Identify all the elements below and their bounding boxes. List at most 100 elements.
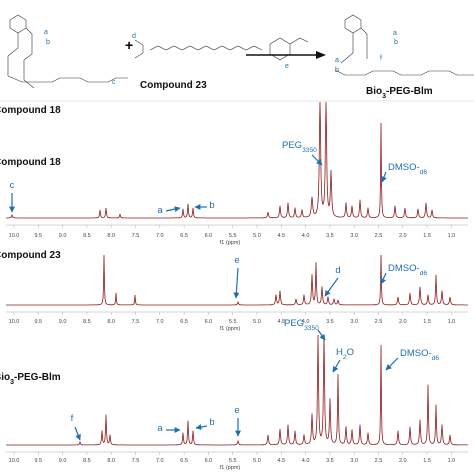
tick-label: 8.0 xyxy=(107,458,115,464)
compound-label-main: Compound 18 xyxy=(0,105,61,116)
tick-label: 1.0 xyxy=(448,458,456,464)
tick-label: 2.5 xyxy=(375,319,383,325)
tick-label: 8.0 xyxy=(107,233,115,239)
tick-label: 3.5 xyxy=(326,458,334,464)
panel-title-sub: 3 xyxy=(10,379,14,386)
compound-label-main: Compound 23 xyxy=(140,80,207,91)
atom-label: a xyxy=(44,29,48,36)
tick-label: 2.5 xyxy=(375,233,383,239)
annotation-arrow xyxy=(165,206,181,213)
annotation: DMSO-d6 xyxy=(400,348,439,362)
compound-label-sub: 3 xyxy=(382,93,386,100)
annotation-arrow xyxy=(380,272,387,285)
tick-label: 7.5 xyxy=(132,319,140,325)
annotation-sub: 2 xyxy=(343,354,347,361)
annotation: b xyxy=(209,417,214,428)
annotation-sub: 3350 xyxy=(304,325,319,332)
tick-label: 2.0 xyxy=(399,458,407,464)
annotation-main: DMSO- xyxy=(388,162,420,173)
panel-title-rest: -PEG-Blm xyxy=(14,372,61,383)
tick-label: 4.5 xyxy=(277,233,285,239)
tick-label: 6.5 xyxy=(180,233,188,239)
annotation: a xyxy=(157,205,163,216)
tick-label: 4.0 xyxy=(302,458,310,464)
tick-label: 9.0 xyxy=(59,458,67,464)
annotation-main: H xyxy=(336,347,343,358)
tick-label: 1.0 xyxy=(448,319,456,325)
annotation-rest: O xyxy=(347,347,354,358)
tick-label: 1.0 xyxy=(448,233,456,239)
annotation-arrow xyxy=(195,424,208,430)
annotation-main: c xyxy=(10,180,15,191)
tick-label: 9.5 xyxy=(34,458,42,464)
spectrum xyxy=(6,334,468,446)
reaction-arrowhead xyxy=(316,51,326,59)
tick-label: 8.5 xyxy=(83,458,91,464)
atom-label: b xyxy=(394,39,398,46)
atom-label: a xyxy=(335,57,339,64)
tick-label: 6.0 xyxy=(205,233,213,239)
tick-label: 7.5 xyxy=(132,458,140,464)
tick-label: 10.0 xyxy=(9,319,20,325)
annotation-main: d xyxy=(335,265,340,276)
tick-label: 9.5 xyxy=(34,233,42,239)
spectrum xyxy=(6,101,468,219)
annotation: e xyxy=(234,405,239,416)
tick-label: 8.5 xyxy=(83,233,91,239)
tick-label: 1.5 xyxy=(423,319,431,325)
tick-label: 5.5 xyxy=(229,458,237,464)
annotation-main: a xyxy=(157,423,163,434)
tick-label: 5.0 xyxy=(253,233,261,239)
tick-label: 4.5 xyxy=(277,319,285,325)
annotation-main: DMSO- xyxy=(388,263,420,274)
tick-label: 3.0 xyxy=(350,458,358,464)
compound-label: Compound 23 xyxy=(140,80,207,91)
annotation-sub: 3350 xyxy=(302,147,317,154)
annotation: DMSO-d6 xyxy=(388,263,427,277)
tick-label: 7.0 xyxy=(156,458,164,464)
tick-label: 4.5 xyxy=(277,458,285,464)
atom-label: b xyxy=(46,39,50,46)
tick-label: 2.0 xyxy=(399,319,407,325)
annotation: PEG3350 xyxy=(284,318,319,332)
tick-label: 5.0 xyxy=(253,458,261,464)
annotation: b xyxy=(209,200,214,211)
tick-label: 2.5 xyxy=(375,458,383,464)
annotation-main: PEG xyxy=(284,318,304,329)
annotation-main: b xyxy=(209,200,214,211)
plus-sign: + xyxy=(125,37,133,53)
spectrum xyxy=(6,254,468,306)
tick-label: 5.0 xyxy=(253,319,261,325)
tick-label: 6.0 xyxy=(205,319,213,325)
annotation-sub: d6 xyxy=(420,270,428,277)
tick-label: 4.0 xyxy=(302,233,310,239)
panel-title-main: Compound 23 xyxy=(0,250,61,261)
compound-label-main: Bio xyxy=(366,86,382,97)
annotation: PEG3350 xyxy=(282,140,317,154)
tick-label: 8.0 xyxy=(107,319,115,325)
panel-title-main: Compound 18 xyxy=(0,157,61,168)
atom-label: d xyxy=(132,33,136,40)
annotation-arrow xyxy=(311,154,323,166)
tick-label: 10.0 xyxy=(9,233,20,239)
compound-label-rest: -PEG-Blm xyxy=(386,86,433,97)
atom-label: b xyxy=(335,67,339,74)
axis-label: f1 (ppm) xyxy=(220,465,241,471)
annotation-sub: d6 xyxy=(420,169,428,176)
tick-label: 3.5 xyxy=(326,233,334,239)
annotation-arrow xyxy=(385,357,399,371)
annotation-arrow xyxy=(233,267,240,299)
annotation: d xyxy=(335,265,340,276)
axis-label: f1 (ppm) xyxy=(220,240,241,246)
compound-label: Compound 18 xyxy=(0,105,61,116)
scheme xyxy=(7,14,474,89)
annotation-main: e xyxy=(234,255,239,266)
annotation-main: b xyxy=(209,417,214,428)
annotation-main: e xyxy=(234,405,239,416)
annotation: DMSO-d6 xyxy=(388,162,427,176)
tick-label: 6.5 xyxy=(180,319,188,325)
annotation-arrow xyxy=(324,277,339,297)
atom-label: e xyxy=(285,63,289,70)
axis-label: f1 (ppm) xyxy=(220,326,241,332)
